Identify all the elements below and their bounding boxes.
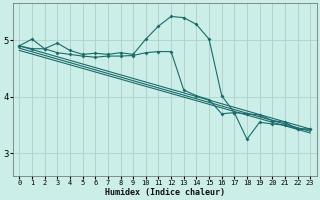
X-axis label: Humidex (Indice chaleur): Humidex (Indice chaleur) bbox=[105, 188, 225, 197]
